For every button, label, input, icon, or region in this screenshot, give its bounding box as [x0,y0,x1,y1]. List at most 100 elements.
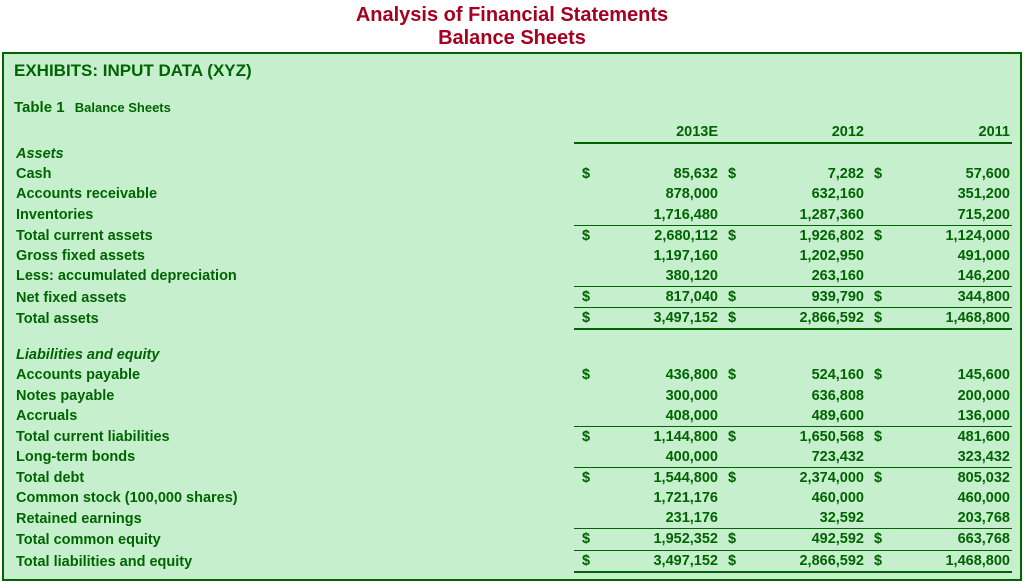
cell-np-1: 636,808 [720,386,866,406]
cell-ap-1: $524,160 [720,365,866,385]
cell-acc-1: 489,600 [720,406,866,427]
row-ar: Accounts receivable878,000632,160351,200 [14,184,1012,204]
row-tce: Total common equity$1,952,352$492,592$66… [14,529,1012,550]
currency-symbol: $ [576,288,590,306]
value: 2,680,112 [654,227,718,245]
value: 1,287,360 [799,206,864,224]
cell-inv-2: 715,200 [866,205,1012,226]
cell-ar-1: 632,160 [720,184,866,204]
row-label: Notes payable [14,386,574,406]
cell-gfa-0: 1,197,160 [574,246,720,266]
value: 492,592 [812,530,864,548]
currency-symbol: $ [868,469,882,487]
cell-tce-2: $663,768 [866,529,1012,550]
value: 136,000 [958,407,1010,425]
currency-symbol [576,247,582,265]
row-dep: Less: accumulated depreciation380,120263… [14,266,1012,287]
cell-ltb-2: 323,432 [866,447,1012,468]
currency-symbol: $ [576,165,590,183]
currency-symbol: $ [868,530,882,548]
row-np: Notes payable300,000636,808200,000 [14,386,1012,406]
currency-symbol [722,206,728,224]
value: 1,202,950 [799,247,864,265]
currency-symbol: $ [722,227,736,245]
cell-ltb-1: 723,432 [720,447,866,468]
value: 524,160 [812,366,864,384]
value: 1,926,802 [799,227,864,245]
cell-tle-0: $3,497,152 [574,550,720,572]
year-col-2: 2011 [866,122,1012,143]
value: 3,497,152 [653,309,718,327]
row-label: Long-term bonds [14,447,574,468]
row-label: Total liabilities and equity [14,550,574,572]
currency-symbol: $ [722,165,736,183]
value: 57,600 [966,165,1010,183]
cell-tcl-2: $481,600 [866,426,1012,447]
row-tca: Total current assets$2,680,112$1,926,802… [14,225,1012,246]
assets-header: Assets [14,143,1012,164]
currency-symbol: $ [722,309,736,327]
row-inv: Inventories1,716,4801,287,360715,200 [14,205,1012,226]
table-caption-main: Table 1 [14,99,65,116]
title-line-2: Balance Sheets [0,27,1024,50]
row-ta: Total assets$3,497,152$2,866,592$1,468,8… [14,308,1012,330]
cell-np-0: 300,000 [574,386,720,406]
row-label: Accounts payable [14,365,574,385]
cell-td-0: $1,544,800 [574,468,720,489]
currency-symbol: $ [576,530,590,548]
row-td: Total debt$1,544,800$2,374,000$805,032 [14,468,1012,489]
currency-symbol [576,185,582,203]
currency-symbol [576,206,582,224]
currency-symbol [868,387,874,405]
value: 1,544,800 [653,469,718,487]
cell-cs-2: 460,000 [866,488,1012,508]
currency-symbol [722,509,728,527]
row-label: Less: accumulated depreciation [14,266,574,287]
page: Analysis of Financial Statements Balance… [0,0,1024,569]
row-label: Total common equity [14,529,574,550]
value: 491,000 [958,247,1010,265]
cell-tle-2: $1,468,800 [866,550,1012,572]
row-label: Gross fixed assets [14,246,574,266]
cell-re-0: 231,176 [574,508,720,529]
currency-symbol [722,489,728,507]
row-nfa: Net fixed assets$817,040$939,790$344,800 [14,287,1012,308]
currency-symbol [722,185,728,203]
cell-ltb-0: 400,000 [574,447,720,468]
cell-inv-1: 1,287,360 [720,205,866,226]
cell-re-1: 32,592 [720,508,866,529]
row-ap: Accounts payable$436,800$524,160$145,600 [14,365,1012,385]
value: 878,000 [666,185,718,203]
currency-symbol: $ [576,366,590,384]
value: 481,600 [958,428,1010,446]
title-block: Analysis of Financial Statements Balance… [0,0,1024,52]
cell-dep-0: 380,120 [574,266,720,287]
value: 400,000 [666,448,718,466]
row-label: Total current liabilities [14,426,574,447]
value: 632,160 [812,185,864,203]
row-label: Accruals [14,406,574,427]
currency-symbol: $ [576,552,590,570]
value: 663,768 [958,530,1010,548]
value: 1,716,480 [653,206,718,224]
currency-symbol: $ [868,552,882,570]
cell-acc-2: 136,000 [866,406,1012,427]
cell-inv-0: 1,716,480 [574,205,720,226]
row-gfa: Gross fixed assets1,197,160 1,202,950 491,… [14,246,1012,266]
cell-tca-0: $2,680,112 [574,225,720,246]
row-tle: Total liabilities and equity$3,497,152$2… [14,550,1012,572]
value: 939,790 [812,288,864,306]
value: 1,952,352 [653,530,718,548]
currency-symbol: $ [868,428,882,446]
cell-gfa-1: 1,202,950 [720,246,866,266]
value: 32,592 [820,509,864,527]
currency-symbol [868,247,874,265]
section-label: Liabilities and equity [14,345,1012,365]
value: 344,800 [958,288,1010,306]
value: 636,808 [812,387,864,405]
header-row: 2013E 2012 2011 [14,122,1012,143]
cell-cash-2: $57,600 [866,164,1012,184]
cell-nfa-2: $344,800 [866,287,1012,308]
currency-symbol: $ [722,288,736,306]
currency-symbol: $ [576,309,590,327]
